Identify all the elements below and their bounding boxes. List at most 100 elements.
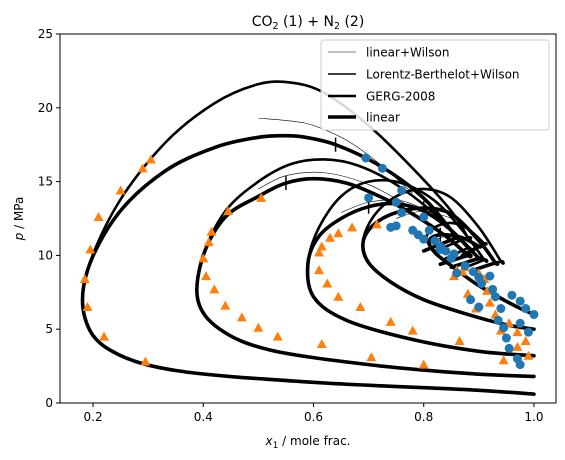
y-axis-ticks: 0 5 10 15 20 25 xyxy=(38,27,60,410)
circle-marker xyxy=(523,327,533,337)
circle-marker xyxy=(419,234,429,244)
triangle-marker xyxy=(140,356,151,366)
circle-marker xyxy=(430,236,440,246)
circle-marker xyxy=(496,304,506,314)
x-tick-label: 0.6 xyxy=(304,410,323,424)
circle-marker xyxy=(452,268,462,278)
triangle-marker xyxy=(366,352,377,362)
y-tick-label: 0 xyxy=(45,396,53,410)
triangle-marker xyxy=(322,278,333,288)
triangle-marker xyxy=(93,212,104,222)
triangle-marker xyxy=(316,241,327,251)
circle-marker xyxy=(391,197,401,207)
triangle-marker xyxy=(333,291,344,301)
circle-marker xyxy=(504,343,514,353)
circle-marker xyxy=(515,296,525,306)
circle-marker xyxy=(361,153,371,163)
triangle-marker xyxy=(236,312,247,322)
triangle-marker xyxy=(223,206,234,216)
triangle-marker xyxy=(325,232,336,242)
triangle-marker xyxy=(198,253,209,263)
circle-marker xyxy=(364,193,374,203)
circle-marker xyxy=(397,185,407,195)
triangle-marker xyxy=(371,219,382,229)
experimental-markers xyxy=(79,153,539,370)
triangle-marker xyxy=(520,336,531,346)
triangle-marker xyxy=(418,359,429,369)
circle-marker xyxy=(488,284,498,294)
y-tick-label: 15 xyxy=(38,175,53,189)
legend: linear+Wilson Lorentz-Berthelot+Wilson G… xyxy=(320,39,550,131)
triangle-marker xyxy=(253,322,264,332)
x-tick-label: 0.2 xyxy=(84,410,103,424)
legend-label-1: Lorentz-Berthelot+Wilson xyxy=(366,68,520,82)
circle-marker xyxy=(435,244,445,254)
triangle-marker xyxy=(484,297,495,307)
legend-box xyxy=(320,39,550,131)
linear-wilson-envelope-1 xyxy=(258,171,413,209)
triangle-marker xyxy=(272,331,283,341)
triangle-marker xyxy=(314,247,325,257)
circle-marker xyxy=(521,304,531,314)
circle-marker xyxy=(501,333,511,343)
triangle-marker xyxy=(220,300,231,310)
triangle-marker xyxy=(314,265,325,275)
triangle-marker xyxy=(512,327,523,337)
triangle-marker xyxy=(333,228,344,238)
triangle-marker xyxy=(145,154,156,164)
triangle-marker xyxy=(209,284,220,294)
circle-marker xyxy=(397,208,407,218)
circle-marker xyxy=(515,318,525,328)
circle-marker xyxy=(386,222,396,232)
circle-marker xyxy=(474,302,484,312)
circle-marker xyxy=(468,267,478,277)
legend-label-0: linear+Wilson xyxy=(366,46,449,60)
legend-label-2: GERG-2008 xyxy=(366,90,435,104)
y-tick-label: 25 xyxy=(38,27,53,41)
circle-marker xyxy=(408,225,418,235)
legend-label-3: linear xyxy=(366,111,400,125)
x-axis-label: x1 / mole frac. xyxy=(264,434,350,451)
circle-marker xyxy=(377,163,387,173)
triangle-marker xyxy=(79,274,90,284)
triangle-marker xyxy=(206,226,217,236)
triangle-marker xyxy=(407,325,418,335)
triangle-marker xyxy=(385,316,396,326)
x-axis-ticks: 0.2 0.4 0.6 0.8 1.0 xyxy=(84,403,544,424)
circle-marker xyxy=(493,315,503,325)
triangle-marker xyxy=(137,163,148,173)
chart-title: CO2 (1) + N2 (2) xyxy=(252,14,365,32)
triangle-marker xyxy=(256,192,267,202)
plot-frame xyxy=(59,33,557,404)
triangle-marker xyxy=(82,302,93,312)
triangle-marker xyxy=(523,350,534,360)
circle-marker xyxy=(460,261,470,271)
circle-marker xyxy=(507,290,517,300)
x-tick-label: 0.4 xyxy=(194,410,213,424)
circle-marker xyxy=(529,309,539,319)
triangle-marker xyxy=(115,185,126,195)
circle-marker xyxy=(499,323,509,333)
y-axis-label: p / MPa xyxy=(12,197,26,242)
circle-marker xyxy=(490,292,500,302)
circle-marker xyxy=(485,271,495,281)
circle-marker xyxy=(449,249,459,259)
y-tick-label: 20 xyxy=(38,101,53,115)
triangle-marker xyxy=(347,222,358,232)
triangle-marker xyxy=(512,341,523,351)
triangle-marker xyxy=(99,331,110,341)
x-tick-label: 1.0 xyxy=(524,410,543,424)
y-tick-label: 10 xyxy=(38,248,53,262)
triangle-marker xyxy=(316,338,327,348)
triangle-marker xyxy=(498,355,509,365)
circle-marker xyxy=(477,278,487,288)
circle-marker xyxy=(515,360,525,370)
x-tick-label: 0.8 xyxy=(414,410,433,424)
circle-marker xyxy=(424,225,434,235)
triangle-marker xyxy=(201,271,212,281)
triangle-marker xyxy=(85,244,96,254)
triangle-marker xyxy=(203,237,214,247)
circle-marker xyxy=(419,212,429,222)
circle-marker xyxy=(466,295,476,305)
